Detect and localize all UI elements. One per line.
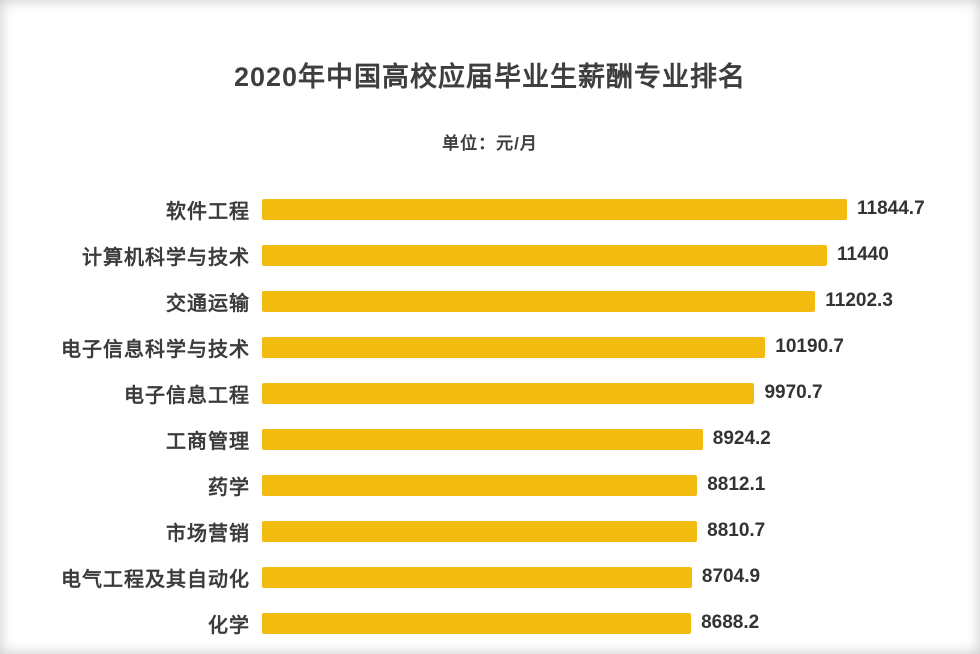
value-label: 11844.7 — [857, 198, 925, 219]
value-label: 10190.7 — [775, 336, 844, 357]
bar-area: 8812.1 — [262, 474, 980, 496]
value-bar — [262, 612, 692, 634]
value-label: 8810.7 — [707, 520, 766, 541]
bar-area: 8704.9 — [262, 566, 980, 588]
chart-row: 电气工程及其自动化 8704.9 — [10, 554, 980, 600]
value-label: 11202.3 — [825, 290, 893, 311]
bar-area: 11440 — [262, 244, 980, 266]
category-label: 电子信息科学与技术 — [61, 338, 250, 361]
chart-title: 2020年中国高校应届毕业生薪酬专业排名 — [233, 62, 747, 92]
chart-row: 药学 8812.1 — [10, 462, 980, 508]
value-bar — [262, 244, 827, 266]
category-label: 电气工程及其自动化 — [61, 568, 250, 591]
value-label: 8924.2 — [712, 428, 771, 449]
bar-area: 8810.7 — [262, 520, 980, 542]
category-label: 化学 — [208, 614, 250, 637]
value-bar — [262, 198, 847, 220]
chart-row: 交通运输 11202.3 — [10, 278, 980, 324]
bar-area: 10190.7 — [262, 336, 980, 358]
chart-subtitle: 单位：元/月 — [442, 134, 538, 153]
category-label: 药学 — [208, 476, 250, 499]
bar-area: 8688.2 — [262, 612, 980, 634]
value-label: 9970.7 — [764, 382, 823, 403]
value-bar — [262, 428, 703, 450]
category-label: 计算机科学与技术 — [82, 246, 250, 269]
category-label: 软件工程 — [166, 200, 250, 223]
bar-area: 11202.3 — [262, 290, 980, 312]
value-bar — [262, 336, 766, 358]
value-label: 8704.9 — [701, 566, 761, 587]
value-label: 8688.2 — [701, 612, 760, 633]
category-label: 电子信息工程 — [124, 384, 250, 407]
chart-row: 电子信息科学与技术 10190.7 — [10, 324, 980, 370]
value-label: 8812.1 — [707, 474, 766, 495]
value-label: 11440 — [837, 244, 889, 265]
chart-rows: 软件工程 11844.7 计算机科学与技术 11440 交通运输 11202.3 电子信息科… — [0, 186, 980, 646]
category-label: 工商管理 — [166, 430, 250, 453]
value-bar — [262, 566, 692, 588]
category-label: 交通运输 — [166, 292, 250, 315]
chart-row: 工商管理 8924.2 — [10, 416, 980, 462]
value-bar — [262, 382, 755, 404]
chart-row: 市场营销 8810.7 — [10, 508, 980, 554]
chart-row: 软件工程 11844.7 — [10, 186, 980, 232]
bar-area: 11844.7 — [262, 198, 980, 220]
value-bar — [262, 474, 698, 496]
bar-area: 8924.2 — [262, 428, 980, 450]
category-label: 市场营销 — [166, 522, 250, 545]
chart-row: 化学 8688.2 — [10, 600, 980, 646]
chart-row: 计算机科学与技术 11440 — [10, 232, 980, 278]
chart-row: 电子信息工程 9970.7 — [10, 370, 980, 416]
value-bar — [262, 520, 698, 542]
bar-area: 9970.7 — [262, 382, 980, 404]
value-bar — [262, 290, 816, 312]
